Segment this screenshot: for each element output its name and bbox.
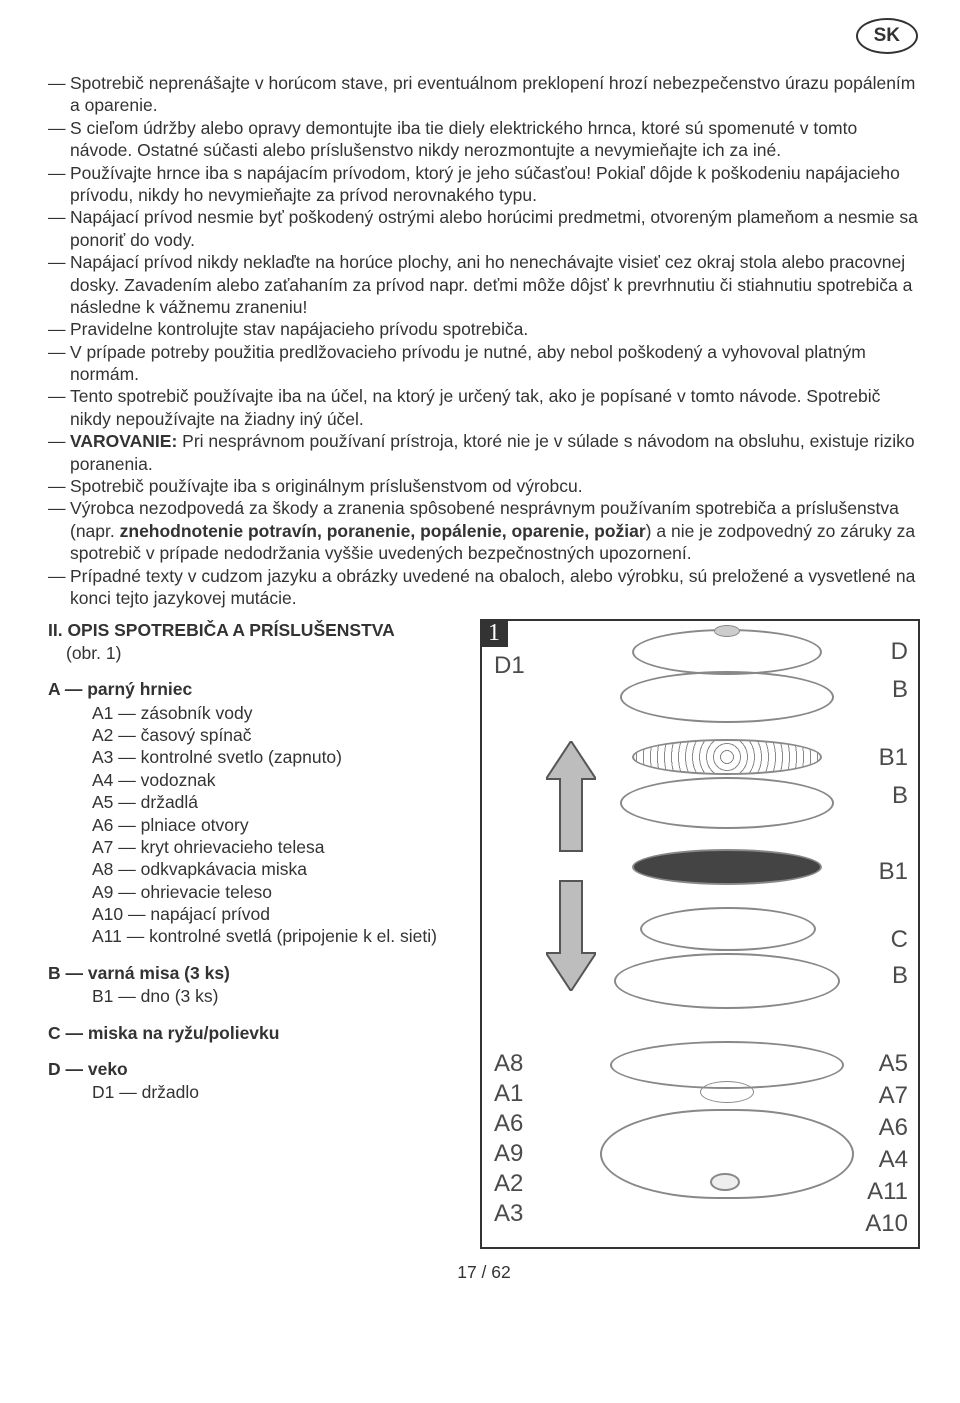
part-item: B1 — dno (3 ks) (92, 985, 466, 1007)
figure-label-A2: A2 (494, 1169, 523, 1200)
figure-label-A3: A3 (494, 1199, 523, 1230)
bullet-dash: — (48, 318, 70, 340)
diagram-tray-b1-1 (632, 739, 822, 775)
bullet-dash: — (48, 475, 70, 497)
bullet-item: —Spotrebič používajte iba s originálnym … (48, 475, 920, 497)
part-item: A5 — držadlá (92, 791, 466, 813)
figure-number-badge: 1 (480, 619, 508, 647)
safety-bullet-list: —Spotrebič neprenášajte v horúcom stave,… (48, 72, 920, 609)
part-item: A6 — plniace otvory (92, 814, 466, 836)
figure-label-A9: A9 (494, 1139, 523, 1170)
figure-label-D1: D1 (494, 651, 525, 682)
part-sublist-D: D1 — držadlo (92, 1081, 466, 1103)
bullet-item: —Tento spotrebič používajte iba na účel,… (48, 385, 920, 430)
diagram-bowl-b-top (620, 671, 834, 723)
bullet-item: —V prípade potreby použitia predlžovacie… (48, 341, 920, 386)
part-sublist-A: A1 — zásobník vodyA2 — časový spínačA3 —… (92, 702, 466, 948)
bullet-item: —Napájací prívod nesmie byť poškodený os… (48, 206, 920, 251)
figure-label-B: B (892, 961, 908, 992)
bullet-item: —Výrobca nezodpovedá za škody a zranenia… (48, 497, 920, 564)
figure-label-A10: A10 (865, 1209, 908, 1240)
bullet-item: —Napájací prívod nikdy neklaďte na horúc… (48, 251, 920, 318)
diagram-bowl-b-mid (620, 777, 834, 829)
bullet-dash: — (48, 117, 70, 139)
bullet-item: —S cieľom údržby alebo opravy demontujte… (48, 117, 920, 162)
figure-1: 1 D1A8A1A6A9A2A3 DBB1BB1CBA5A7A6A4A11A10 (480, 619, 920, 1249)
bullet-text: Spotrebič neprenášajte v horúcom stave, … (70, 72, 920, 117)
diagram-heater (700, 1081, 754, 1103)
part-heading-C: C — miska na ryžu/polievku (48, 1022, 466, 1044)
diagram-bowl-c (640, 907, 816, 951)
bullet-dash: — (48, 565, 70, 587)
figure-label-A4: A4 (879, 1145, 908, 1176)
figure-label-A6: A6 (879, 1113, 908, 1144)
bullet-text: Spotrebič používajte iba s originálnym p… (70, 475, 920, 497)
diagram-tray-b1-2 (632, 849, 822, 885)
figure-label-B: B (892, 675, 908, 706)
part-item: A11 — kontrolné svetlá (pripojenie k el.… (92, 925, 466, 947)
section-2: II. OPIS SPOTREBIČA A PRÍSLUŠENSTVA (obr… (48, 619, 920, 1249)
figure-label-B1: B1 (879, 743, 908, 774)
bullet-item: —Pravidelne kontrolujte stav napájacieho… (48, 318, 920, 340)
figure-label-A11: A11 (867, 1177, 908, 1208)
part-item: A2 — časový spínač (92, 724, 466, 746)
bullet-dash: — (48, 72, 70, 94)
arrow-up-icon (546, 741, 596, 861)
bullet-dash: — (48, 385, 70, 407)
figure-label-C: C (891, 925, 908, 956)
bullet-dash: — (48, 251, 70, 273)
bullet-dash: — (48, 497, 70, 519)
figure-label-A7: A7 (879, 1081, 908, 1112)
bullet-text: Napájací prívod nesmie byť poškodený ost… (70, 206, 920, 251)
figure-label-A8: A8 (494, 1049, 523, 1080)
figure-label-D: D (891, 637, 908, 668)
bullet-item: —VAROVANIE: Pri nesprávnom používaní prí… (48, 430, 920, 475)
bullet-text: Výrobca nezodpovedá za škody a zranenia … (70, 497, 920, 564)
part-heading-B: B — varná misa (3 ks) (48, 962, 466, 984)
part-item: A10 — napájací prívod (92, 903, 466, 925)
part-item: A8 — odkvapkávacia miska (92, 858, 466, 880)
arrow-down-icon (546, 871, 596, 991)
figure-label-B1: B1 (879, 857, 908, 888)
figure-label-A5: A5 (879, 1049, 908, 1080)
bullet-dash: — (48, 430, 70, 452)
section-2-heading: II. OPIS SPOTREBIČA A PRÍSLUŠENSTVA (48, 620, 395, 640)
part-item: A3 — kontrolné svetlo (zapnuto) (92, 746, 466, 768)
bullet-text: Prípadné texty v cudzom jazyku a obrázky… (70, 565, 920, 610)
part-item: A1 — zásobník vody (92, 702, 466, 724)
bullet-text: VAROVANIE: Pri nesprávnom používaní prís… (70, 430, 920, 475)
bullet-text: Tento spotrebič používajte iba na účel, … (70, 385, 920, 430)
figure-label-B: B (892, 781, 908, 812)
section-2-text: II. OPIS SPOTREBIČA A PRÍSLUŠENSTVA (obr… (48, 619, 466, 1103)
bullet-item: —Používajte hrnce iba s napájacím prívod… (48, 162, 920, 207)
bullet-dash: — (48, 162, 70, 184)
bullet-text: Pravidelne kontrolujte stav napájacieho … (70, 318, 920, 340)
part-item: A7 — kryt ohrievacieho telesa (92, 836, 466, 858)
bullet-item: —Spotrebič neprenášajte v horúcom stave,… (48, 72, 920, 117)
part-item: A4 — vodoznak (92, 769, 466, 791)
part-heading-D: D — veko (48, 1058, 466, 1080)
diagram-bowl-b-bot (614, 953, 840, 1009)
parts-list: A — parný hrniecA1 — zásobník vodyA2 — č… (48, 678, 466, 1104)
bullet-text: V prípade potreby použitia predlžovacieh… (70, 341, 920, 386)
part-sublist-B: B1 — dno (3 ks) (92, 985, 466, 1007)
language-badge: SK (856, 18, 918, 54)
page-number: 17 / 62 (48, 1261, 920, 1283)
figure-label-A1: A1 (494, 1079, 523, 1110)
part-heading-A: A — parný hrniec (48, 678, 466, 700)
figure-label-A6: A6 (494, 1109, 523, 1140)
part-item: D1 — držadlo (92, 1081, 466, 1103)
bullet-dash: — (48, 206, 70, 228)
bullet-text: S cieľom údržby alebo opravy demontujte … (70, 117, 920, 162)
bullet-item: —Prípadné texty v cudzom jazyku a obrázk… (48, 565, 920, 610)
bullet-dash: — (48, 341, 70, 363)
bullet-text: Používajte hrnce iba s napájacím prívodo… (70, 162, 920, 207)
section-2-subheading: (obr. 1) (66, 642, 466, 664)
bullet-text: Napájací prívod nikdy neklaďte na horúce… (70, 251, 920, 318)
part-item: A9 — ohrievacie teleso (92, 881, 466, 903)
